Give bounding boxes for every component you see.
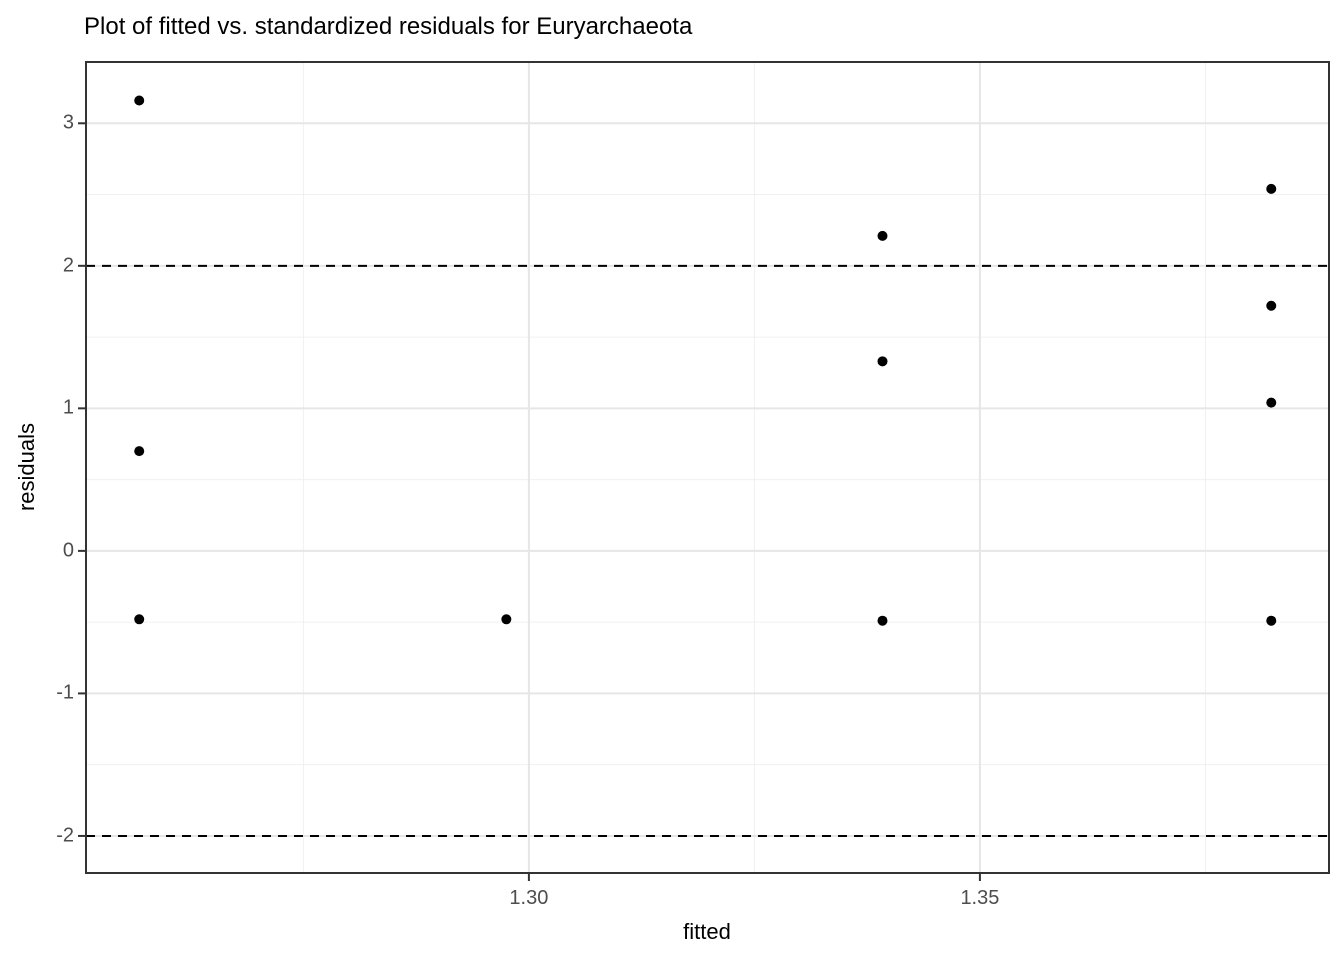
data-point xyxy=(134,95,145,106)
x-tick-label: 1.30 xyxy=(509,887,549,909)
y-tick-label: -1 xyxy=(56,681,74,704)
y-tick-label: 1 xyxy=(62,396,74,419)
y-tick-label: -2 xyxy=(56,824,74,847)
data-point xyxy=(134,614,145,625)
y-tick-label: 0 xyxy=(62,539,74,562)
x-tick-label: 1.35 xyxy=(960,887,1000,909)
data-point xyxy=(501,614,512,625)
data-point xyxy=(877,356,888,367)
y-tick-label: 3 xyxy=(62,111,74,134)
data-point xyxy=(1266,183,1277,194)
data-point xyxy=(877,615,888,626)
data-point xyxy=(1266,615,1277,626)
chart-title: Plot of fitted vs. standardized residual… xyxy=(84,13,693,40)
data-point xyxy=(1266,397,1277,408)
data-point xyxy=(1266,300,1277,311)
panel-border xyxy=(85,61,1330,874)
y-tick-label: 2 xyxy=(62,254,74,277)
data-point xyxy=(877,230,888,241)
x-axis-label: fitted xyxy=(683,919,731,944)
data-point xyxy=(134,446,145,457)
